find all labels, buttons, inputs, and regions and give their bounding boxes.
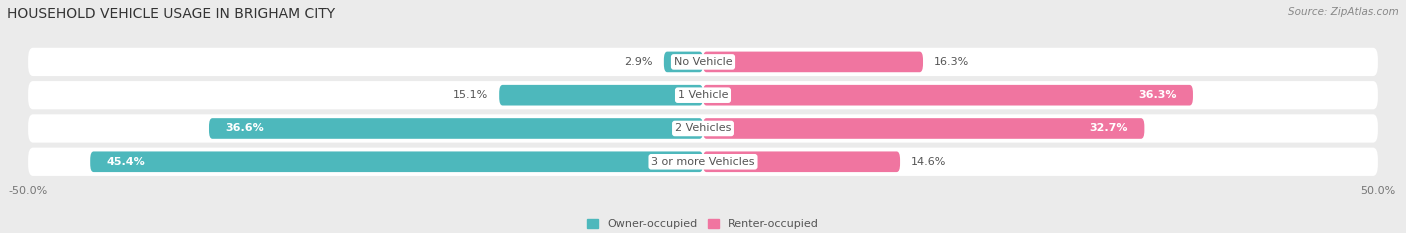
FancyBboxPatch shape — [28, 81, 1378, 109]
FancyBboxPatch shape — [703, 85, 1192, 106]
Text: No Vehicle: No Vehicle — [673, 57, 733, 67]
FancyBboxPatch shape — [703, 151, 900, 172]
Text: 16.3%: 16.3% — [934, 57, 969, 67]
Text: 36.6%: 36.6% — [225, 123, 264, 134]
FancyBboxPatch shape — [90, 151, 703, 172]
Text: 45.4%: 45.4% — [107, 157, 145, 167]
Text: 32.7%: 32.7% — [1090, 123, 1128, 134]
Text: 14.6%: 14.6% — [911, 157, 946, 167]
FancyBboxPatch shape — [499, 85, 703, 106]
FancyBboxPatch shape — [28, 114, 1378, 143]
FancyBboxPatch shape — [209, 118, 703, 139]
Legend: Owner-occupied, Renter-occupied: Owner-occupied, Renter-occupied — [586, 219, 820, 229]
FancyBboxPatch shape — [664, 51, 703, 72]
FancyBboxPatch shape — [703, 118, 1144, 139]
Text: 2 Vehicles: 2 Vehicles — [675, 123, 731, 134]
Text: HOUSEHOLD VEHICLE USAGE IN BRIGHAM CITY: HOUSEHOLD VEHICLE USAGE IN BRIGHAM CITY — [7, 7, 335, 21]
Text: 1 Vehicle: 1 Vehicle — [678, 90, 728, 100]
Text: 15.1%: 15.1% — [453, 90, 488, 100]
Text: 3 or more Vehicles: 3 or more Vehicles — [651, 157, 755, 167]
FancyBboxPatch shape — [28, 48, 1378, 76]
FancyBboxPatch shape — [703, 51, 922, 72]
FancyBboxPatch shape — [28, 148, 1378, 176]
Text: Source: ZipAtlas.com: Source: ZipAtlas.com — [1288, 7, 1399, 17]
Text: 36.3%: 36.3% — [1139, 90, 1177, 100]
Text: 2.9%: 2.9% — [624, 57, 652, 67]
